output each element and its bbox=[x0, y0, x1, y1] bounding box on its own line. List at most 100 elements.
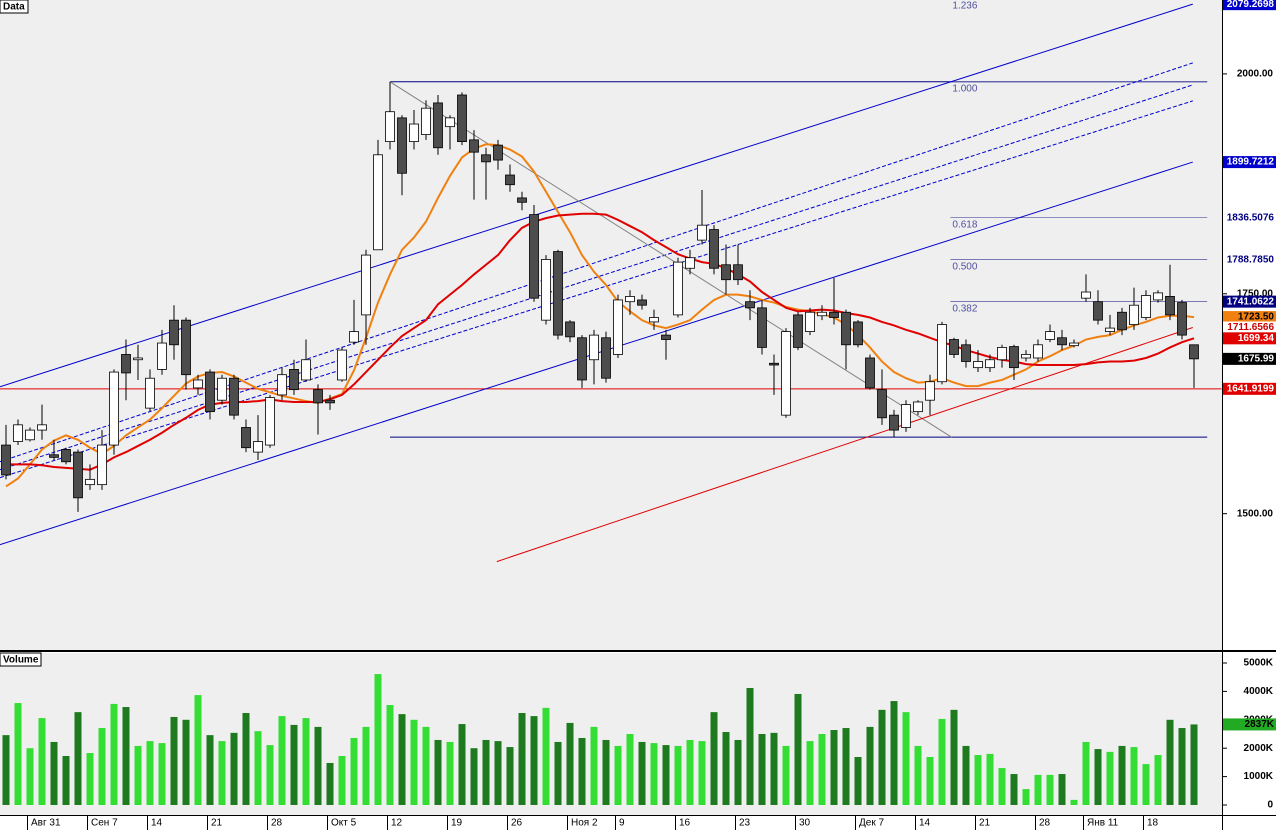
candle-body bbox=[337, 349, 347, 381]
volume-bar bbox=[266, 745, 274, 805]
chart-title: Volume bbox=[3, 655, 39, 666]
candle-body bbox=[625, 296, 635, 303]
candle-body bbox=[1081, 291, 1091, 299]
volume-bar bbox=[1082, 741, 1090, 805]
candle-body bbox=[289, 369, 299, 391]
volume-bar bbox=[1178, 728, 1186, 805]
volume-bar bbox=[230, 732, 238, 805]
y-tick-label: 1500.00 bbox=[1237, 508, 1274, 519]
candle-body bbox=[1153, 292, 1163, 301]
volume-bar bbox=[530, 716, 538, 805]
candle-body bbox=[661, 334, 671, 340]
volume-bar bbox=[926, 757, 934, 805]
volume-bar bbox=[434, 739, 442, 805]
price-marker-label: 1675.99 bbox=[1238, 354, 1275, 365]
candle-body bbox=[709, 229, 719, 269]
candle-body bbox=[757, 307, 767, 348]
volume-bar bbox=[386, 705, 394, 805]
candle-body bbox=[553, 251, 563, 336]
candle-body bbox=[1141, 295, 1151, 318]
x-tick-label: 21 bbox=[979, 818, 991, 829]
price-marker bbox=[1223, 321, 1276, 334]
trend-line bbox=[496, 327, 1193, 563]
price-marker-label: 1836.5076 bbox=[1227, 212, 1275, 223]
candle-body bbox=[73, 451, 83, 499]
volume-bar bbox=[1034, 774, 1042, 805]
candle-body bbox=[613, 299, 623, 355]
volume-bar bbox=[302, 718, 310, 805]
candle-body bbox=[985, 359, 995, 369]
volume-bar bbox=[26, 748, 34, 805]
candle-body bbox=[601, 337, 611, 379]
candle-body bbox=[253, 441, 263, 453]
x-tick-label: 14 bbox=[919, 818, 931, 829]
volume-bar bbox=[830, 730, 838, 805]
candle-body bbox=[313, 389, 323, 404]
candle-body bbox=[961, 344, 971, 362]
x-tick-label: 26 bbox=[511, 818, 523, 829]
volume-bar bbox=[1022, 789, 1030, 805]
candle-body bbox=[325, 399, 335, 404]
x-tick-label: Ноя 2 bbox=[571, 818, 598, 829]
candle-body bbox=[49, 454, 59, 458]
volume-bar bbox=[638, 741, 646, 805]
price-marker-label: 1699.34 bbox=[1238, 333, 1275, 344]
candle-body bbox=[241, 427, 251, 449]
price-plot bbox=[0, 3, 1222, 563]
volume-bar bbox=[866, 726, 874, 805]
candle-body bbox=[157, 342, 167, 370]
candle-body bbox=[721, 264, 731, 281]
volume-bar bbox=[254, 731, 262, 805]
price-marker bbox=[1223, 352, 1276, 365]
volume-bar bbox=[290, 724, 298, 805]
price-marker bbox=[1223, 211, 1276, 224]
volume-bar bbox=[686, 739, 694, 805]
x-tick-label: 30 bbox=[799, 818, 811, 829]
candle-body bbox=[1045, 331, 1055, 340]
volume-bar bbox=[674, 745, 682, 805]
volume-bar bbox=[698, 741, 706, 805]
volume-bar bbox=[242, 712, 250, 805]
candle-body bbox=[481, 154, 491, 163]
x-tick-label: 28 bbox=[1039, 818, 1051, 829]
volume-bar bbox=[350, 737, 358, 805]
candle-body bbox=[877, 389, 887, 419]
volume-bar bbox=[1166, 719, 1174, 805]
candle-body bbox=[265, 397, 275, 446]
volume-bar bbox=[1142, 764, 1150, 805]
price-marker-label: 1641.9199 bbox=[1227, 383, 1275, 394]
candle-body bbox=[793, 314, 803, 348]
volume-bar bbox=[854, 757, 862, 805]
candle-body bbox=[85, 478, 95, 486]
volume-bar bbox=[38, 718, 46, 805]
candle-body bbox=[205, 371, 215, 413]
volume-bar bbox=[1190, 724, 1198, 805]
candle-body bbox=[937, 324, 947, 383]
candle-body bbox=[361, 254, 371, 316]
candle-body bbox=[1057, 337, 1067, 346]
x-tick-label: Янв 11 bbox=[1087, 818, 1119, 829]
volume-bar bbox=[122, 707, 130, 805]
volume-bar bbox=[374, 674, 382, 805]
volume-bar bbox=[1106, 751, 1114, 805]
candle-body bbox=[997, 347, 1007, 361]
candle-body bbox=[61, 449, 71, 463]
fib-label: 0.618 bbox=[952, 219, 977, 230]
volume-bar bbox=[110, 703, 118, 805]
x-tick-label: Окт 5 bbox=[331, 818, 357, 829]
price-marker bbox=[1223, 311, 1276, 324]
candle-body bbox=[517, 197, 527, 203]
candle-body bbox=[925, 381, 935, 401]
volume-bar bbox=[158, 743, 166, 805]
candle-body bbox=[1009, 346, 1019, 369]
x-tick-label: 9 bbox=[619, 818, 625, 829]
y-tick-label: 1750.00 bbox=[1237, 288, 1274, 299]
candle-body bbox=[649, 317, 659, 323]
candle-body bbox=[97, 444, 107, 486]
volume-bar bbox=[2, 735, 10, 805]
candle-body bbox=[589, 334, 599, 361]
candle-body bbox=[181, 319, 191, 376]
volume-bar bbox=[1058, 774, 1066, 805]
volume-bar bbox=[62, 756, 70, 805]
